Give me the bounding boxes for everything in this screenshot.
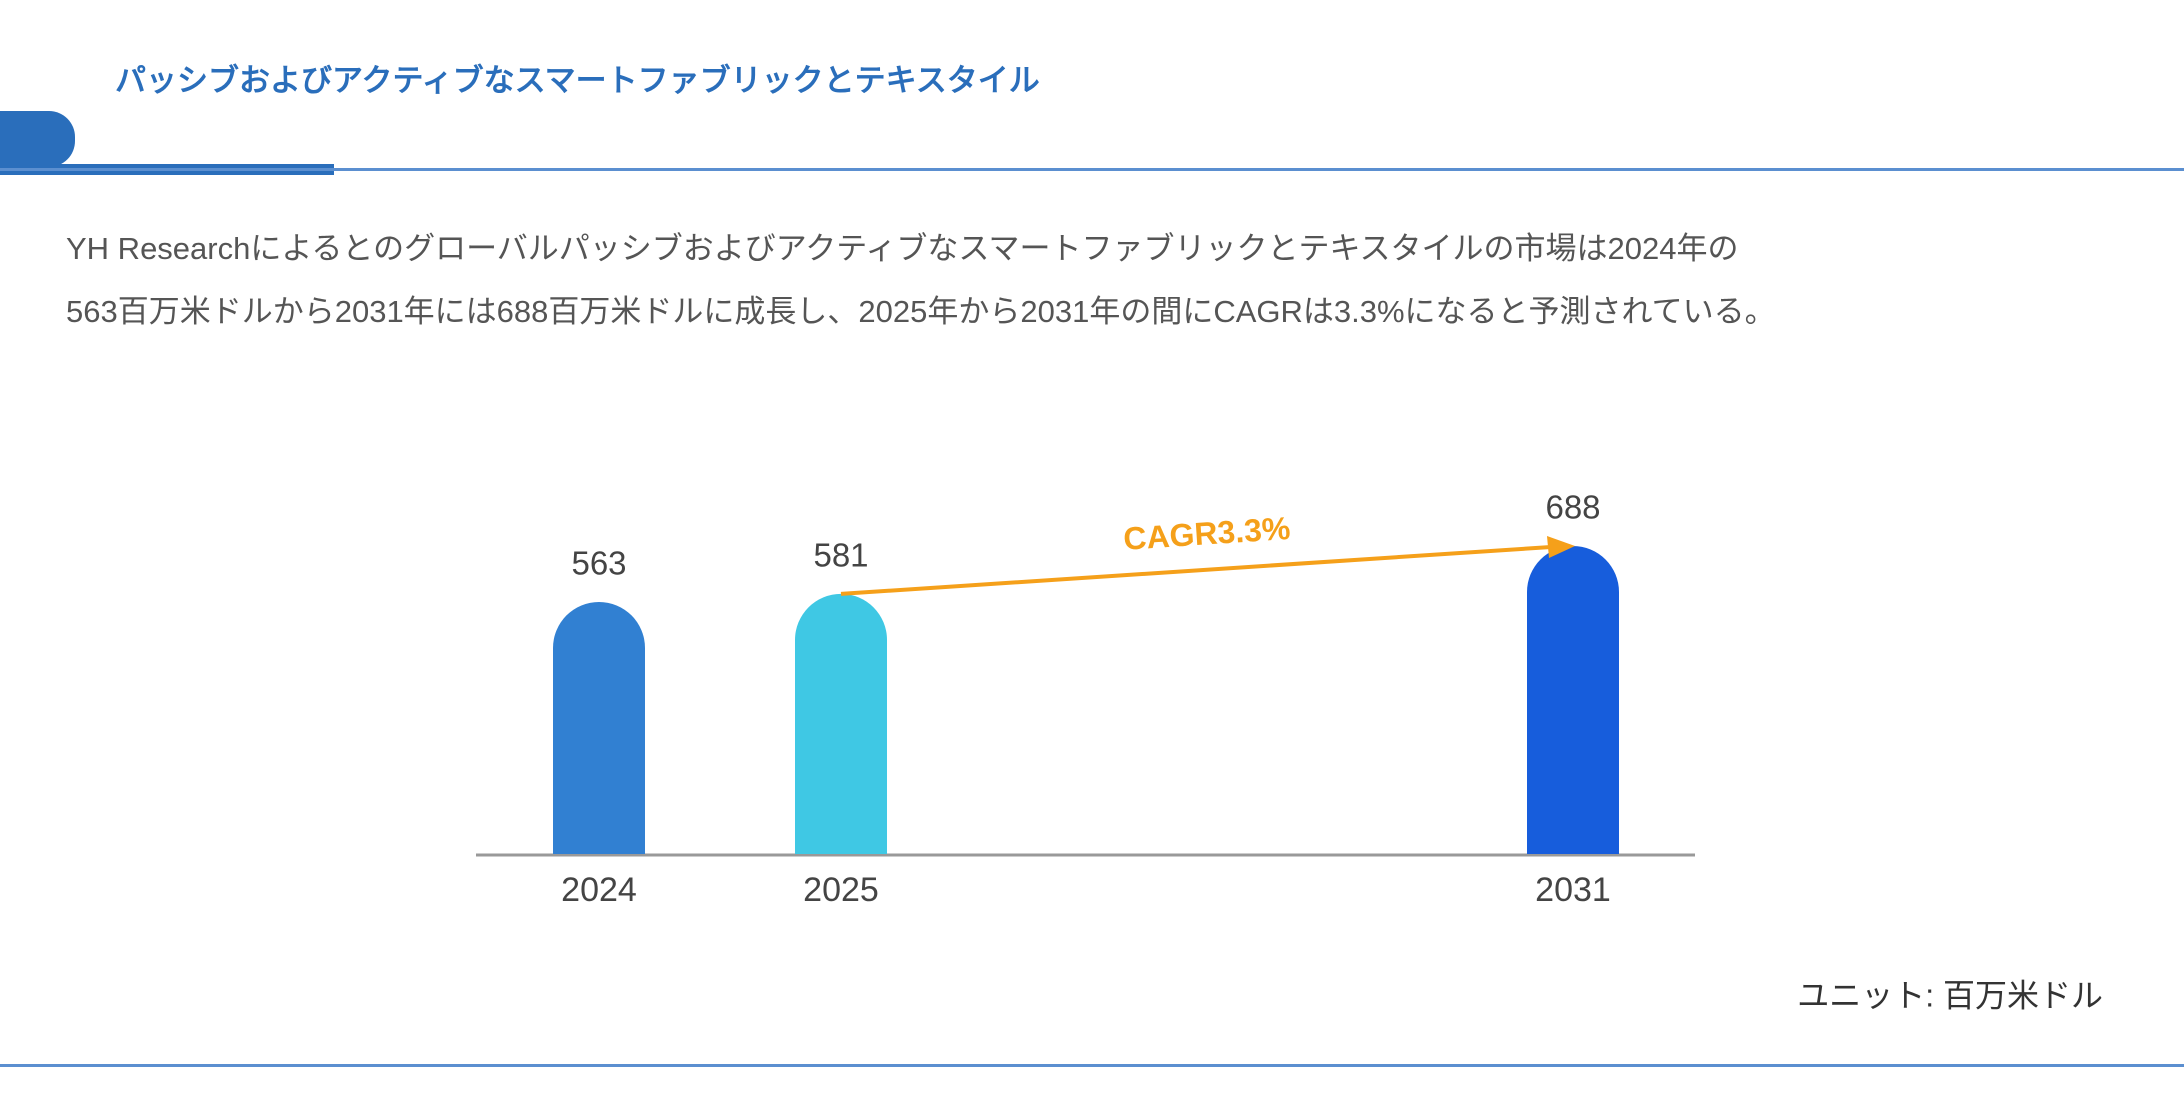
x-tick-label: 2031 [1535,871,1611,909]
bar [795,593,888,854]
cagr-arrowhead [1547,536,1575,558]
description: 563百万米ドルから2031年には688百万米ドルに成長し、2025年から203… [66,294,1776,329]
value-label: 581 [813,537,868,574]
cagr-arrow [840,545,1552,596]
bar [553,601,645,854]
description: YH Researchによるとのグローバルパッシブおよびアクティブなスマートファ… [66,231,1739,266]
cagr-label: CAGR3.3% [1122,510,1291,557]
bar [1527,546,1619,854]
unit-label: ユニット: 百万米ドル [1797,977,2103,1013]
header-rule [0,168,2184,171]
value-label: 688 [1545,489,1600,526]
footer-rule [0,1064,2184,1067]
value-label: 563 [571,545,626,582]
section-title: パッシブおよびアクティブなスマートファブリックとテキスタイル [115,63,1040,98]
x-tick-label: 2025 [803,871,879,909]
x-tick-label: 2024 [561,871,637,909]
title-tab [0,111,75,167]
